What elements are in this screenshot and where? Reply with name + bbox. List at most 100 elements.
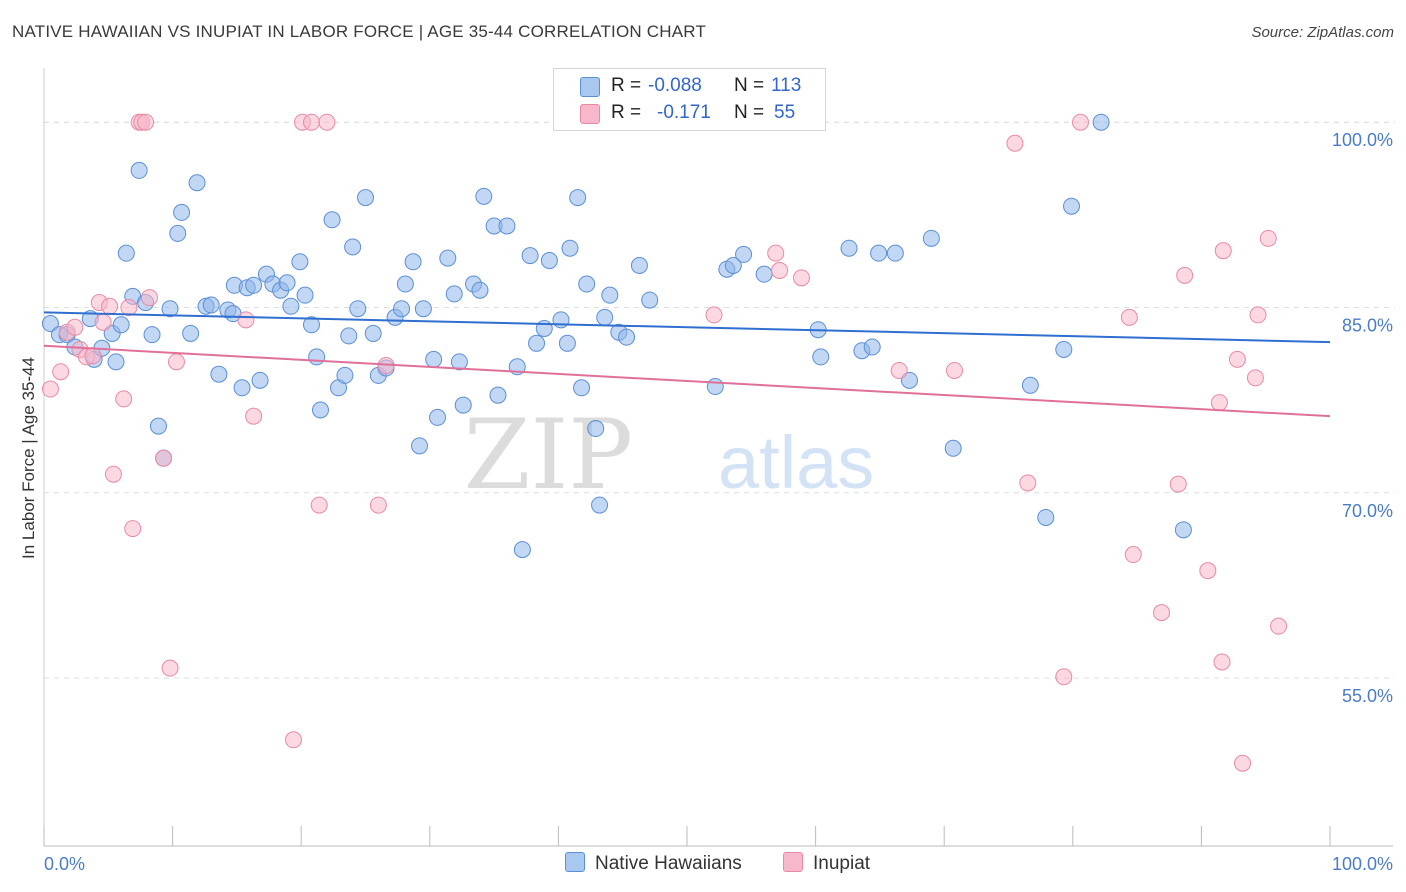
native-hawaiian-point xyxy=(1092,113,1110,131)
legend-r-label: R = xyxy=(611,75,642,96)
native-hawaiian-point xyxy=(706,378,724,396)
inupiat-point xyxy=(155,449,173,467)
inupiat-point xyxy=(245,407,263,425)
native-hawaiian-point xyxy=(540,252,558,270)
inupiat-point xyxy=(1210,394,1228,412)
y-axis-label: In Labor Force | Age 35-44 xyxy=(19,357,38,559)
inupiat-point xyxy=(792,269,810,287)
native-hawaiian-point xyxy=(840,239,858,257)
native-hawaiian-point xyxy=(41,315,59,333)
bottom-legend-swatch-pink xyxy=(783,852,803,872)
bottom-legend-label: Inupiat xyxy=(813,853,871,874)
native-hawaiian-point xyxy=(922,229,940,247)
native-hawaiian-point xyxy=(439,249,457,267)
native-hawaiian-point xyxy=(489,386,507,404)
legend-n-value: 113 xyxy=(771,75,802,96)
native-hawaiian-point xyxy=(282,297,300,315)
native-hawaiian-point xyxy=(1055,340,1073,358)
tick-labels: 55.0% 70.0% 85.0% 100.0% 0.0% 100.0% xyxy=(44,130,1393,874)
native-hawaiian-point xyxy=(404,253,422,271)
inupiat-point xyxy=(318,113,336,131)
native-hawaiian-point xyxy=(210,365,228,383)
native-hawaiian-point xyxy=(863,338,881,356)
native-hawaiian-point xyxy=(188,174,206,192)
bottom-legend-swatch-blue xyxy=(565,852,585,872)
native-hawaiian-point xyxy=(149,417,167,435)
inupiat-point xyxy=(1246,369,1264,387)
bottom-legend-native-hawaiians: Native Hawaiians xyxy=(565,852,742,875)
inupiat-point xyxy=(1055,668,1073,686)
source-credit: Source: ZipAtlas.com xyxy=(1251,24,1394,41)
native-hawaiian-point xyxy=(308,348,326,366)
native-hawaiian-point xyxy=(735,245,753,263)
native-hawaiian-point xyxy=(445,285,463,303)
inupiat-point xyxy=(104,465,122,483)
trend-lines xyxy=(43,311,1331,418)
native-hawaiian-point xyxy=(1174,521,1192,539)
native-hawaiian-point xyxy=(182,324,200,342)
legend-row-native-hawaiians: R = -0.088 N = 113 xyxy=(554,74,825,100)
native-hawaiian-point xyxy=(900,371,918,389)
native-hawaiian-point xyxy=(278,274,296,292)
native-hawaiian-point xyxy=(944,439,962,457)
native-hawaiian-point xyxy=(340,327,358,345)
inupiat-point xyxy=(167,353,185,371)
native-hawaiian-point xyxy=(173,203,191,221)
native-hawaiian-point xyxy=(245,276,263,294)
chart-title: NATIVE HAWAIIAN VS INUPIAT IN LABOR FORC… xyxy=(12,22,707,41)
native-hawaiian-point xyxy=(323,211,341,229)
native-hawaiian-point xyxy=(251,371,269,389)
watermark-zip: ZIP xyxy=(464,399,633,511)
native-hawaiian-point xyxy=(107,353,125,371)
inupiat-point xyxy=(120,298,138,316)
gridlines xyxy=(44,121,1395,679)
native-hawaiian-point xyxy=(396,275,414,293)
native-hawaiian-point xyxy=(596,308,614,326)
native-hawaiian-point xyxy=(233,379,251,397)
inupiat-point xyxy=(161,659,179,677)
inupiat-point xyxy=(140,289,158,307)
native-hawaiian-point xyxy=(578,275,596,293)
y-tick-label: 55.0% xyxy=(1342,686,1393,706)
watermark: ZIP atlas xyxy=(464,399,875,511)
inupiat-point xyxy=(1124,546,1142,564)
native-hawaiian-point xyxy=(601,286,619,304)
inupiat-point xyxy=(137,113,155,131)
watermark-atlas: atlas xyxy=(718,421,874,504)
legend-n-value: 55 xyxy=(774,102,796,123)
native-hawaiian-point xyxy=(112,316,130,334)
native-hawaiian-point xyxy=(1021,376,1039,394)
inupiat-point xyxy=(115,390,133,408)
native-hawaiian-point xyxy=(591,496,609,514)
native-hawaiian-point xyxy=(587,420,605,438)
native-hawaiian-point xyxy=(641,291,659,309)
inupiat-point xyxy=(705,306,723,324)
native-hawaiian-point xyxy=(425,350,443,368)
native-hawaiian-point xyxy=(724,257,742,275)
inupiat-point xyxy=(84,347,102,365)
legend-r-value: -0.088 xyxy=(648,75,702,96)
inupiat-point xyxy=(1176,266,1194,284)
native-hawaiian-point xyxy=(471,281,489,299)
native-hawaiian-point xyxy=(357,189,374,207)
inupiat-point xyxy=(237,311,255,329)
inupiat-point xyxy=(369,496,387,514)
inupiat-point xyxy=(1072,113,1090,131)
inupiat-point xyxy=(1153,604,1171,622)
native-hawaiian-point xyxy=(886,244,904,262)
inupiat-point xyxy=(94,313,112,331)
native-hawaiian-point xyxy=(454,396,472,414)
data-points xyxy=(41,113,1288,772)
native-hawaiian-point xyxy=(475,187,493,205)
inupiat-point xyxy=(767,244,785,262)
inupiat-point xyxy=(1006,134,1024,152)
native-hawaiian-point xyxy=(411,437,429,455)
axes xyxy=(43,68,1393,847)
native-hawaiian-point xyxy=(169,224,187,242)
inupiat-point xyxy=(101,297,119,315)
x-tick-label-min: 0.0% xyxy=(44,854,85,874)
inupiat-point xyxy=(1249,306,1267,324)
inupiat-point xyxy=(1120,308,1138,326)
legend-r-label: R = xyxy=(611,102,642,123)
